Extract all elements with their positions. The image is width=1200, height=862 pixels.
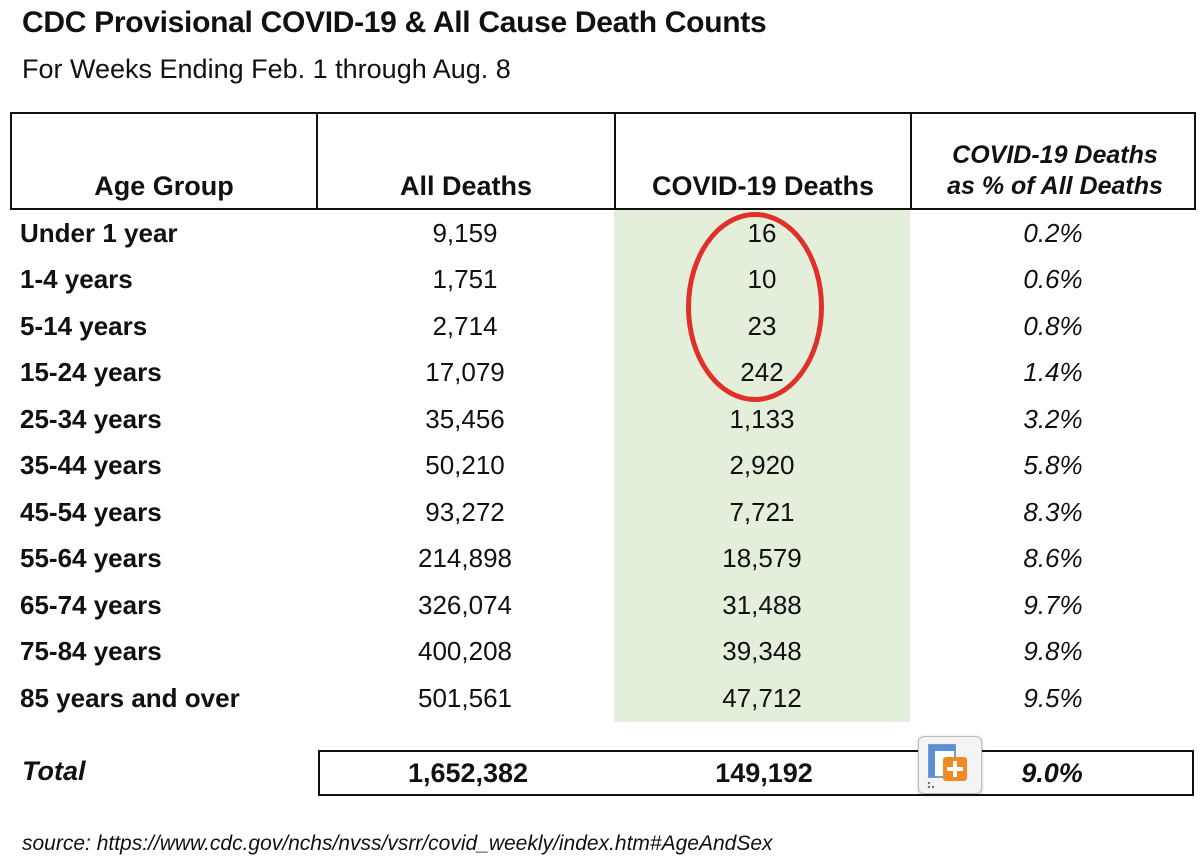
row-covid-percent: 8.6%	[1023, 543, 1083, 574]
row-covid-percent: 5.8%	[1023, 450, 1083, 481]
row-all-deaths: 214,898	[418, 543, 512, 574]
header-covid-percent-line2: as % of All Deaths	[947, 172, 1163, 200]
row-covid-deaths: 7,721	[729, 496, 795, 527]
page-subtitle: For Weeks Ending Feb. 1 through Aug. 8	[22, 54, 511, 84]
header-all-deaths: All Deaths	[318, 114, 616, 208]
header-covid-percent: COVID-19 Deaths as % of All Deaths	[912, 114, 1198, 208]
row-covid-percent: 9.5%	[1023, 682, 1083, 713]
table-body: Under 1 year 9,159 16 0.2% 1-4 years 1,751 10 0…	[10, 210, 1196, 722]
row-all-deaths: 501,561	[418, 682, 512, 713]
table-row: 5-14 years 2,714 23 0.8%	[10, 303, 1196, 350]
row-age-group: 5-14 years	[20, 310, 148, 341]
row-age-group: 15-24 years	[20, 357, 162, 388]
total-row: 1,652,382 149,192 9.0%	[318, 750, 1194, 796]
row-all-deaths: 326,074	[418, 589, 512, 620]
row-all-deaths: 17,079	[425, 357, 505, 388]
total-covid-deaths: 149,192	[715, 757, 813, 788]
paste-options-icon[interactable]	[918, 736, 982, 794]
row-covid-deaths: 1,133	[729, 403, 795, 434]
row-all-deaths: 400,208	[418, 636, 512, 667]
row-covid-percent: 9.8%	[1023, 636, 1083, 667]
death-counts-table: Age Group All Deaths COVID-19 Deaths COV…	[10, 112, 1196, 722]
row-age-group: 25-34 years	[20, 403, 162, 434]
source-citation: source: https://www.cdc.gov/nchs/nvss/vs…	[22, 832, 773, 855]
row-age-group: 85 years and over	[20, 682, 240, 713]
table-row: 45-54 years 93,272 7,721 8.3%	[10, 489, 1196, 536]
page-title: CDC Provisional COVID-19 & All Cause Dea…	[22, 6, 767, 39]
total-covid-percent: 9.0%	[1021, 757, 1083, 788]
table-row: 15-24 years 17,079 242 1.4%	[10, 350, 1196, 397]
table-header: Age Group All Deaths COVID-19 Deaths COV…	[10, 112, 1196, 210]
row-covid-percent: 0.2%	[1023, 217, 1083, 248]
row-age-group: 55-64 years	[20, 543, 162, 574]
row-covid-deaths: 47,712	[722, 682, 802, 713]
row-age-group: 1-4 years	[20, 264, 133, 295]
total-label: Total	[22, 756, 86, 786]
row-age-group: Under 1 year	[20, 217, 178, 248]
header-covid-deaths: COVID-19 Deaths	[616, 114, 912, 208]
table-row: 65-74 years 326,074 31,488 9.7%	[10, 582, 1196, 629]
row-all-deaths: 50,210	[425, 450, 505, 481]
row-all-deaths: 35,456	[425, 403, 505, 434]
table-row: 55-64 years 214,898 18,579 8.6%	[10, 536, 1196, 583]
row-age-group: 35-44 years	[20, 450, 162, 481]
row-covid-percent: 0.8%	[1023, 310, 1083, 341]
table-row: 35-44 years 50,210 2,920 5.8%	[10, 443, 1196, 490]
row-all-deaths: 93,272	[425, 496, 505, 527]
row-age-group: 65-74 years	[20, 589, 162, 620]
total-all-deaths: 1,652,382	[407, 757, 529, 788]
header-age-group: Age Group	[12, 114, 318, 208]
row-covid-deaths: 39,348	[722, 636, 802, 667]
row-covid-percent: 9.7%	[1023, 589, 1083, 620]
header-covid-percent-line1: COVID-19 Deaths	[952, 141, 1158, 169]
table-row: 85 years and over 501,561 47,712 9.5%	[10, 675, 1196, 722]
row-covid-deaths: 31,488	[722, 589, 802, 620]
table-row: 25-34 years 35,456 1,133 3.2%	[10, 396, 1196, 443]
row-covid-percent: 0.6%	[1023, 264, 1083, 295]
table-row: Under 1 year 9,159 16 0.2%	[10, 210, 1196, 257]
row-age-group: 45-54 years	[20, 496, 162, 527]
row-covid-percent: 3.2%	[1023, 403, 1083, 434]
row-age-group: 75-84 years	[20, 636, 162, 667]
row-all-deaths: 2,714	[432, 310, 498, 341]
table-row: 1-4 years 1,751 10 0.6%	[10, 257, 1196, 304]
row-covid-percent: 8.3%	[1023, 496, 1083, 527]
highlight-circle	[686, 212, 824, 402]
table-row: 75-84 years 400,208 39,348 9.8%	[10, 629, 1196, 676]
row-covid-percent: 1.4%	[1023, 357, 1083, 388]
row-all-deaths: 9,159	[432, 217, 498, 248]
row-all-deaths: 1,751	[432, 264, 498, 295]
row-covid-deaths: 18,579	[722, 543, 802, 574]
row-covid-deaths: 2,920	[729, 450, 795, 481]
